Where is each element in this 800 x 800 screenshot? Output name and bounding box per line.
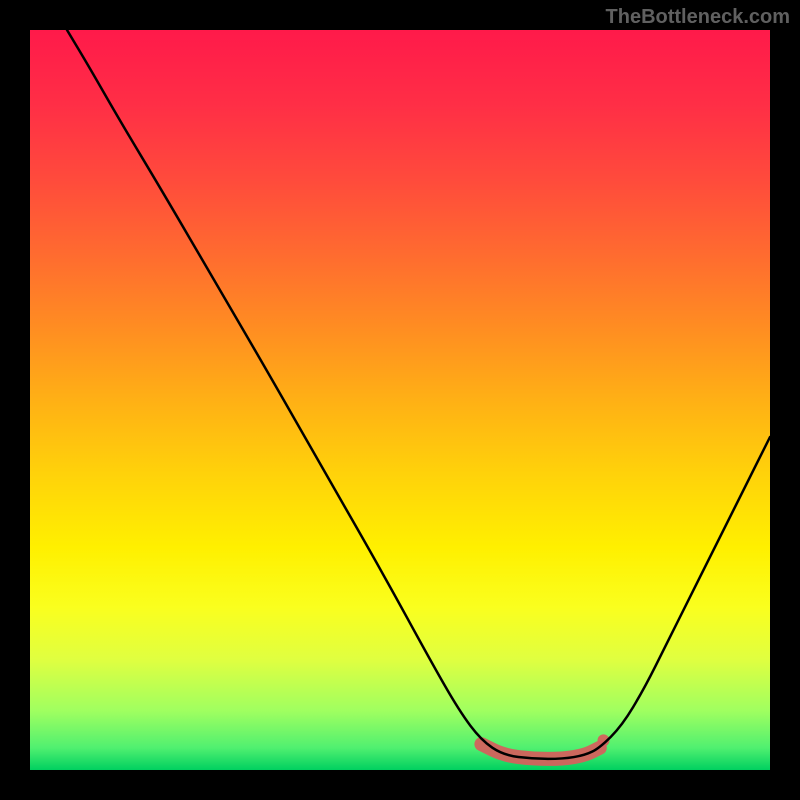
bottleneck-curve <box>67 30 770 759</box>
watermark-text: TheBottleneck.com <box>606 6 790 29</box>
bottleneck-chart <box>30 30 770 770</box>
chart-curve-layer <box>30 30 770 770</box>
